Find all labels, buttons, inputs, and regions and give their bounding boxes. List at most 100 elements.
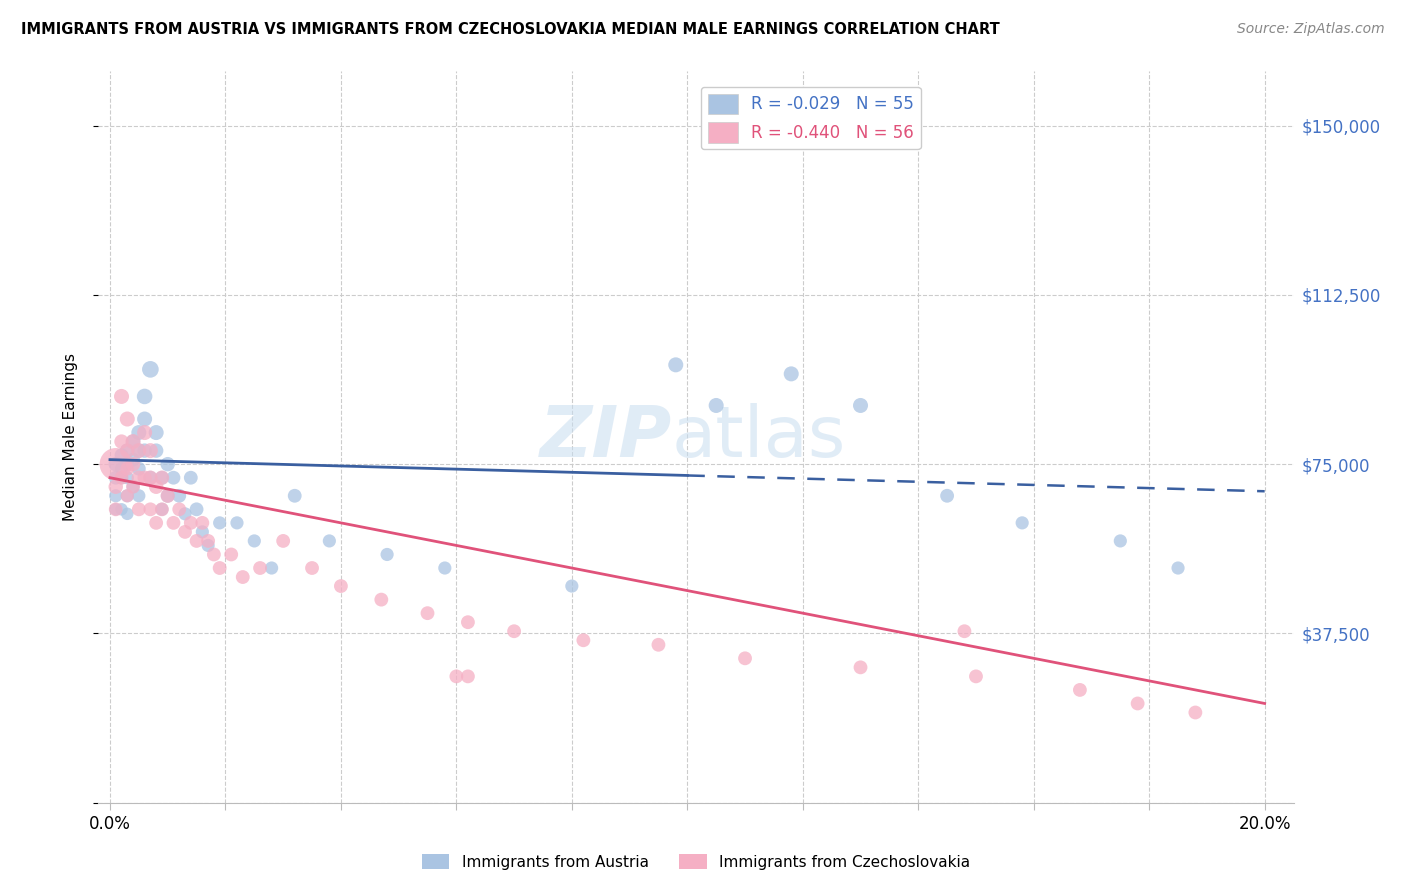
Point (370, 592, 392, 607)
Point (503, 624, 526, 639)
Point (104, 471, 127, 485)
Point (197, 538, 219, 552)
Point (110, 448, 132, 462)
Point (375, 548, 398, 562)
Point (128, 425, 150, 440)
Point (145, 425, 167, 440)
Point (104, 457, 127, 471)
Point (139, 443, 162, 458)
Point (104, 489, 127, 503)
Point (122, 434, 145, 449)
Point (1184, 706, 1206, 720)
Point (128, 443, 150, 458)
Point (145, 443, 167, 458)
Point (208, 516, 231, 530)
Text: ZIP: ZIP (540, 402, 672, 472)
Point (665, 358, 688, 372)
Point (162, 516, 184, 530)
Point (572, 633, 595, 648)
Point (219, 548, 242, 562)
Point (180, 516, 202, 530)
Point (433, 561, 456, 575)
Point (128, 471, 150, 485)
Point (180, 471, 202, 485)
Point (122, 480, 145, 494)
Point (202, 548, 225, 562)
Point (167, 489, 190, 503)
Point (647, 638, 669, 652)
Point (128, 443, 150, 458)
Point (197, 533, 219, 548)
Point (965, 669, 987, 683)
Point (139, 471, 162, 485)
Point (150, 471, 173, 485)
Point (117, 457, 139, 471)
Point (704, 399, 727, 413)
Text: IMMIGRANTS FROM AUSTRIA VS IMMIGRANTS FROM CZECHOSLOVAKIA MEDIAN MALE EARNINGS C: IMMIGRANTS FROM AUSTRIA VS IMMIGRANTS FR… (21, 22, 1000, 37)
Point (191, 516, 214, 530)
Point (1011, 516, 1033, 530)
Point (128, 502, 150, 516)
Point (301, 561, 323, 575)
Point (134, 425, 156, 440)
Point (271, 533, 294, 548)
Point (162, 471, 184, 485)
Point (117, 489, 139, 503)
Point (150, 502, 173, 516)
Point (174, 507, 197, 521)
Text: Source: ZipAtlas.com: Source: ZipAtlas.com (1237, 22, 1385, 37)
Point (249, 561, 271, 575)
Point (1069, 682, 1091, 697)
Point (134, 389, 156, 403)
Point (457, 615, 479, 630)
Point (110, 471, 132, 485)
Point (156, 489, 179, 503)
Point (104, 457, 127, 471)
Text: atlas: atlas (672, 402, 846, 472)
Point (191, 524, 214, 539)
Point (780, 367, 803, 381)
Point (186, 533, 208, 548)
Point (139, 471, 162, 485)
Point (849, 399, 872, 413)
Point (936, 489, 959, 503)
Point (104, 502, 127, 516)
Point (1167, 561, 1189, 575)
Point (329, 579, 352, 593)
Point (128, 489, 150, 503)
Point (134, 443, 156, 458)
Point (104, 502, 127, 516)
Point (134, 412, 156, 426)
Point (174, 524, 197, 539)
Point (122, 434, 145, 449)
Point (243, 533, 266, 548)
Point (226, 516, 249, 530)
Point (122, 480, 145, 494)
Point (110, 471, 132, 485)
Legend: Immigrants from Austria, Immigrants from Czechoslovakia: Immigrants from Austria, Immigrants from… (416, 847, 976, 876)
Point (145, 480, 167, 494)
Point (284, 489, 307, 503)
Point (134, 471, 156, 485)
Point (110, 502, 132, 516)
Point (260, 561, 283, 575)
Point (208, 561, 231, 575)
Point (156, 457, 179, 471)
Point (117, 443, 139, 458)
Point (1126, 697, 1149, 711)
Point (139, 502, 162, 516)
Point (104, 480, 127, 494)
Point (117, 489, 139, 503)
Point (117, 461, 139, 475)
Point (561, 579, 583, 593)
Point (318, 533, 340, 548)
Point (416, 606, 439, 620)
Point (1109, 533, 1132, 548)
Point (117, 471, 139, 485)
Point (110, 434, 132, 449)
Point (457, 669, 479, 683)
Point (117, 443, 139, 458)
Point (849, 660, 872, 674)
Point (232, 570, 254, 584)
Y-axis label: Median Male Earnings: Median Male Earnings (63, 353, 77, 521)
